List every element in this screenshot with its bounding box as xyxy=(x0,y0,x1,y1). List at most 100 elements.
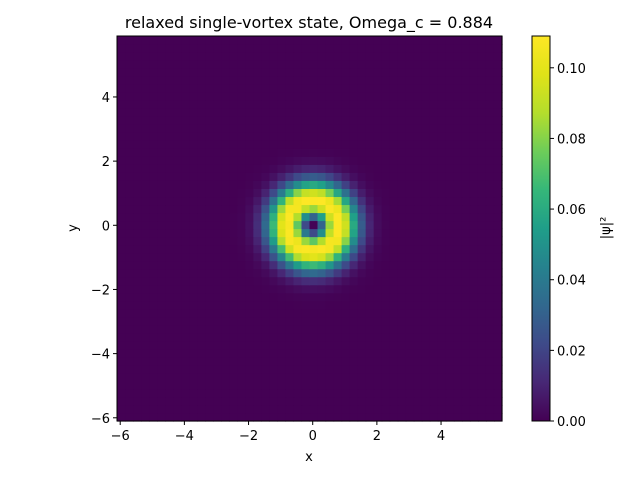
heatmap-cell xyxy=(421,188,431,198)
heatmap-cell xyxy=(413,252,423,262)
heatmap-cell xyxy=(157,156,166,165)
heatmap-cell xyxy=(165,36,174,45)
heatmap-cell xyxy=(157,332,166,342)
heatmap-cell xyxy=(269,204,279,214)
heatmap-cell xyxy=(333,52,343,61)
heatmap-cell xyxy=(221,228,230,238)
heatmap-cell xyxy=(333,172,343,181)
heatmap-cell xyxy=(269,92,279,101)
heatmap-cell xyxy=(197,284,206,294)
heatmap-cell xyxy=(437,148,447,157)
heatmap-cell xyxy=(429,84,439,93)
heatmap-cell xyxy=(413,396,423,406)
heatmap-cell xyxy=(437,212,447,222)
heatmap-cell xyxy=(293,108,303,117)
heatmap-cell xyxy=(133,324,142,334)
heatmap-cell xyxy=(485,412,495,422)
heatmap-cell xyxy=(349,84,359,93)
heatmap-cell xyxy=(341,92,351,101)
heatmap-cell xyxy=(197,116,206,125)
heatmap-cell xyxy=(429,140,439,149)
heatmap-cell xyxy=(437,276,447,286)
heatmap-cell xyxy=(269,404,279,414)
heatmap-cell xyxy=(277,84,287,93)
heatmap-cell xyxy=(205,180,214,189)
heatmap-cell xyxy=(493,348,503,358)
heatmap-cell xyxy=(261,284,270,294)
heatmap-cell xyxy=(189,396,198,406)
heatmap-cell xyxy=(277,356,287,366)
heatmap-cell xyxy=(405,140,415,149)
heatmap-cell xyxy=(453,404,463,414)
heatmap-cell xyxy=(141,228,150,238)
heatmap-cell xyxy=(413,348,423,358)
heatmap-cell xyxy=(453,108,463,117)
heatmap-cell xyxy=(285,84,295,93)
heatmap-cell xyxy=(325,276,335,286)
heatmap-cell xyxy=(165,244,174,254)
heatmap-cell xyxy=(301,188,311,198)
heatmap-cell xyxy=(117,124,126,133)
heatmap-cell xyxy=(381,100,391,109)
heatmap-cell xyxy=(461,156,471,165)
heatmap-cell xyxy=(485,132,495,141)
heatmap-cell xyxy=(405,316,415,326)
heatmap-cell xyxy=(213,132,222,141)
heatmap-cell xyxy=(205,276,214,286)
heatmap-cell xyxy=(125,396,134,406)
heatmap-cell xyxy=(453,220,463,230)
heatmap-cell xyxy=(357,396,367,406)
heatmap-cell xyxy=(269,116,279,125)
heatmap-cell xyxy=(181,364,190,374)
heatmap-cell xyxy=(461,204,471,214)
heatmap-cell xyxy=(221,132,230,141)
heatmap-cell xyxy=(261,140,270,149)
heatmap-cell xyxy=(125,404,134,414)
heatmap-cell xyxy=(437,52,447,61)
heatmap-cell xyxy=(349,68,359,77)
heatmap-cell xyxy=(173,148,182,157)
heatmap-cell xyxy=(277,116,287,125)
heatmap-cell xyxy=(357,244,367,254)
heatmap-cell xyxy=(277,236,287,246)
heatmap-cell xyxy=(317,92,327,101)
heatmap-cell xyxy=(261,372,270,382)
heatmap-cell xyxy=(413,92,423,101)
heatmap-cell xyxy=(277,340,287,350)
heatmap-cell xyxy=(221,308,230,318)
heatmap-cell xyxy=(421,236,431,246)
heatmap-cell xyxy=(205,68,214,77)
heatmap-cell xyxy=(277,412,287,422)
heatmap-cell xyxy=(413,180,423,189)
heatmap-cell xyxy=(197,252,206,262)
heatmap-cell xyxy=(125,84,134,93)
heatmap-cell xyxy=(365,180,375,189)
heatmap-cell xyxy=(245,404,254,414)
heatmap-cell xyxy=(269,44,279,53)
heatmap-cell xyxy=(157,68,166,77)
heatmap-cell xyxy=(189,308,198,318)
heatmap-cell xyxy=(213,180,222,189)
heatmap-cell xyxy=(349,244,359,254)
heatmap-cell xyxy=(373,92,383,101)
heatmap-cell xyxy=(389,124,399,133)
heatmap-cell xyxy=(469,236,479,246)
heatmap-cell xyxy=(317,68,327,77)
heatmap-cell xyxy=(349,172,359,181)
heatmap-cell xyxy=(181,404,190,414)
heatmap-cell xyxy=(141,124,150,133)
heatmap-cell xyxy=(261,228,270,238)
heatmap-cell xyxy=(221,124,230,133)
heatmap-cell xyxy=(341,196,351,206)
heatmap-cell xyxy=(301,364,311,374)
heatmap-cell xyxy=(309,380,319,390)
heatmap-cell xyxy=(229,252,238,262)
heatmap-cell xyxy=(133,300,142,310)
heatmap-cell xyxy=(293,84,303,93)
heatmap-cell xyxy=(421,36,431,45)
heatmap-cell xyxy=(181,84,190,93)
heatmap-cell xyxy=(333,84,343,93)
heatmap-cell xyxy=(373,68,383,77)
heatmap-cell xyxy=(285,340,295,350)
heatmap-cell xyxy=(237,404,246,414)
